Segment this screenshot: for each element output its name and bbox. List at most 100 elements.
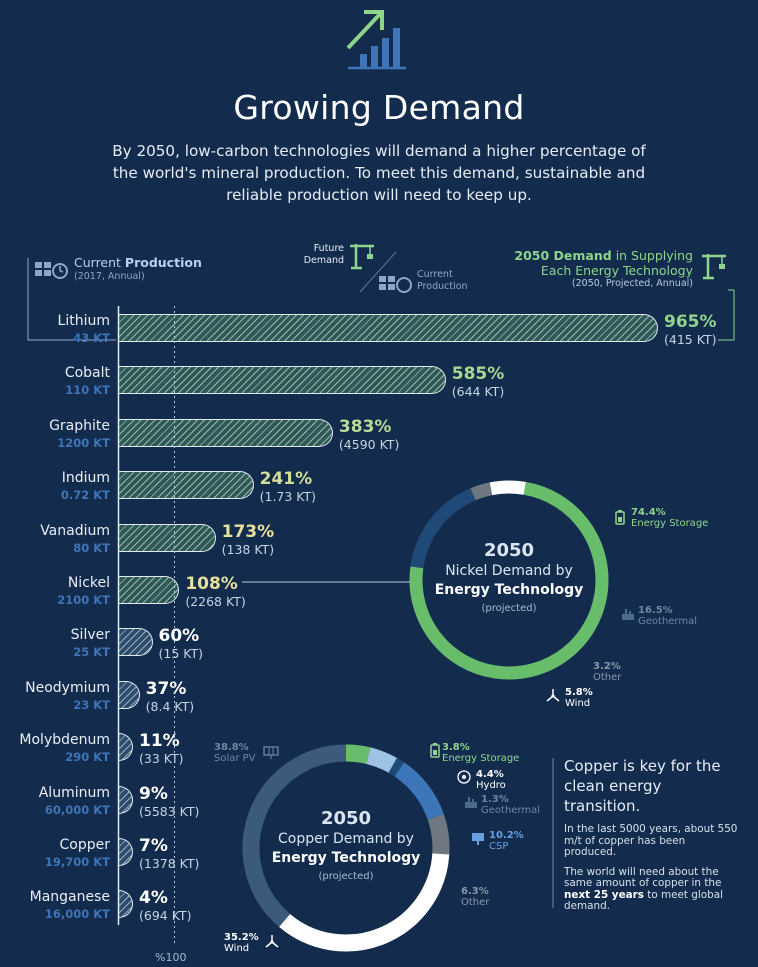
hydro-icon: [457, 770, 471, 784]
value-label-indium: 241%: [259, 469, 313, 489]
nickel-donut-slice-geothermal: [410, 488, 476, 569]
mineral-name-aluminum: Aluminum: [38, 785, 110, 801]
value-label-molybdenum: 11%: [139, 731, 180, 751]
demand-2050-lithium: (415 KT): [664, 332, 717, 347]
value-label-manganese: 4%: [139, 888, 168, 908]
current-production-aluminum: 60,000 KT: [44, 803, 110, 817]
copper-donut-label-other: 6.3% Other: [461, 886, 490, 908]
current-production-vanadium: 80 KT: [73, 541, 110, 555]
copper-donut-title-line-0: 2050: [320, 808, 372, 829]
mineral-name-nickel: Nickel: [67, 575, 110, 591]
copper-donut-slice-energy-storage: [345, 744, 371, 765]
axis-label-100: %100: [155, 951, 187, 964]
nickel-donut-slice-other: [470, 482, 493, 501]
bar-indium: [119, 471, 254, 499]
current-production-molybdenum: 290 KT: [65, 750, 110, 764]
legend-2050-demand: 2050 Demand in Supplying Each Energy Tec…: [514, 248, 693, 289]
mineral-name-graphite: Graphite: [49, 418, 110, 434]
copper-donut-slice-wind: [279, 853, 450, 952]
bar-vanadium: [119, 524, 216, 552]
bar-cobalt: [119, 366, 446, 394]
copper-donut-title: 2050 Copper Demand by Energy Technology (pr…: [256, 808, 436, 886]
copper-donut-label-solar-pv: 38.8% Solar PV: [214, 742, 256, 764]
page-title: Growing Demand: [233, 88, 525, 127]
mineral-name-manganese: Manganese: [29, 889, 110, 905]
intro-text: By 2050, low-carbon technologies will de…: [112, 142, 646, 204]
factory-clock-icon: [379, 276, 412, 293]
current-production-silver: 25 KT: [73, 645, 110, 659]
solar-panel-icon: [263, 746, 279, 759]
nickel-donut-title-line-3: (projected): [481, 603, 537, 614]
copper-donut-slice-hydro: [366, 747, 397, 773]
copper-donut-slice-geothermal: [388, 757, 405, 777]
legend-future-demand: Future Demand: [303, 243, 344, 266]
geothermal-icon: [465, 797, 477, 808]
copper-donut-slice-other: [427, 814, 450, 855]
current-production-nickel: 2100 KT: [57, 593, 110, 607]
copper-info-title: Copper is key for the clean energy trans…: [564, 757, 721, 815]
nickel-donut-label-other: 3.2% Other: [593, 661, 622, 683]
crane-icon: [350, 244, 374, 270]
copper-donut-label-hydro: 4.4% Hydro: [476, 769, 506, 791]
mineral-name-neodymium: Neodymium: [25, 680, 110, 696]
value-label-graphite: 383%: [338, 417, 392, 437]
copper-donut-label-csp: 10.2% CSP: [489, 830, 524, 852]
mineral-name-molybdenum: Molybdenum: [19, 732, 110, 748]
value-label-aluminum: 9%: [139, 784, 168, 804]
battery-icon: [430, 743, 440, 758]
bar-nickel: [119, 576, 180, 604]
csp-icon: [472, 833, 484, 845]
legend-current-production: Current Production: [74, 255, 202, 270]
current-production-graphite: 1200 KT: [57, 436, 110, 450]
demand-2050-manganese: (694 KT): [139, 908, 192, 923]
bar-manganese: [119, 890, 133, 918]
demand-2050-copper: (1378 KT): [139, 856, 200, 871]
battery-icon: [615, 510, 625, 525]
growth-chart-icon: [346, 10, 406, 70]
nickel-donut-title-line-0: 2050: [483, 540, 535, 561]
divider-slash: [359, 251, 397, 293]
copper-donut-label-wind: 35.2% Wind: [224, 932, 259, 954]
mineral-name-indium: Indium: [61, 470, 110, 486]
wind-turbine-icon: [265, 935, 279, 948]
nickel-donut-title-line-2: Energy Technology: [434, 582, 584, 598]
bar-neodymium: [119, 681, 140, 709]
demand-2050-indium: (1.73 KT): [259, 489, 317, 504]
demand-2050-cobalt: (644 KT): [451, 384, 505, 399]
bar-silver: [119, 628, 153, 656]
demand-2050-vanadium: (138 KT): [221, 542, 275, 557]
value-label-nickel: 108%: [185, 574, 238, 594]
value-label-lithium: 965%: [664, 312, 717, 332]
mineral-name-vanadium: Vanadium: [40, 523, 110, 539]
nickel-donut-label-geothermal: 16.5% Geothermal: [638, 605, 698, 627]
geothermal-icon: [622, 609, 634, 620]
value-label-cobalt: 585%: [451, 364, 505, 384]
mineral-name-silver: Silver: [70, 627, 110, 643]
demand-2050-silver: (15 KT): [158, 646, 204, 661]
mineral-name-lithium: Lithium: [57, 313, 110, 329]
legend-current-sub: (2017, Annual): [74, 271, 145, 282]
copper-donut-label-energy-storage: 3.8% Energy Storage: [442, 742, 520, 764]
mineral-name-cobalt: Cobalt: [64, 365, 110, 381]
legend-current-small: Current Production: [417, 269, 468, 292]
current-production-cobalt: 110 KT: [65, 383, 110, 397]
nickel-donut-label-energy-storage: 74.4% Energy Storage: [631, 507, 709, 529]
copper-donut-title-line-1: Copper Demand by: [278, 831, 414, 847]
demand-2050-aluminum: (5583 KT): [139, 804, 200, 819]
copper-donut-slice-csp: [394, 762, 444, 820]
demand-2050-neodymium: (8.4 KT): [145, 699, 195, 714]
bar-aluminum: [119, 786, 133, 814]
bar-lithium: [119, 314, 658, 342]
nickel-donut-label-wind: 5.8% Wind: [565, 687, 593, 709]
current-production-neodymium: 23 KT: [73, 698, 110, 712]
factory-clock-icon: [35, 262, 68, 279]
copper-donut-label-geothermal: 1.3% Geothermal: [481, 794, 541, 816]
bar-molybdenum: [119, 733, 133, 761]
copper-donut-slice-solar-pv: [242, 744, 347, 927]
copper-donut-title-line-3: (projected): [318, 871, 374, 882]
demand-2050-graphite: (4590 KT): [338, 437, 400, 452]
bar-graphite: [119, 419, 333, 447]
